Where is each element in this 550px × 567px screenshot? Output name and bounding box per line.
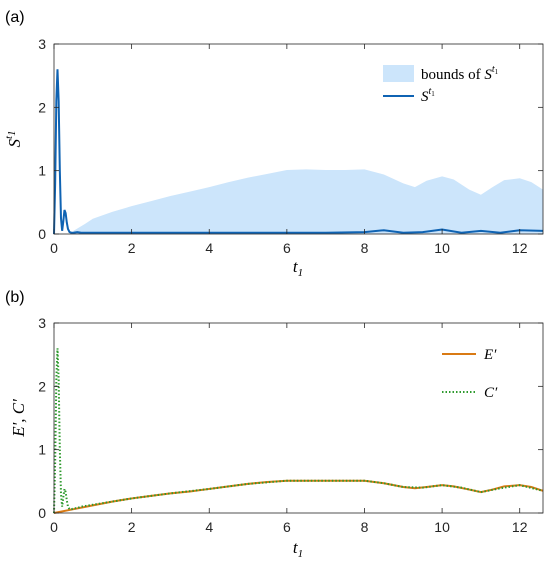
panel-a-y-axis-label: St1: [3, 130, 24, 147]
y-tick-label: 0: [38, 505, 46, 521]
x-tick-label: 6: [283, 519, 291, 535]
panel-b-label: (b): [5, 289, 25, 306]
legend-C-label: C′: [484, 385, 498, 401]
y-tick-label: 1: [38, 442, 46, 458]
y-tick-label: 3: [38, 315, 46, 331]
x-tick-label: 2: [128, 240, 136, 256]
C-prime-line: [53, 348, 544, 514]
legend-line-label: St1: [421, 86, 435, 105]
x-tick-label: 12: [512, 519, 528, 535]
legend-E-label: E′: [483, 347, 497, 363]
panel-b-y-ticks: 0 1 2 3: [38, 315, 543, 521]
x-tick-label: 12: [512, 240, 528, 256]
panel-b-x-axis-label: t1: [293, 538, 303, 560]
x-tick-label: 2: [128, 519, 136, 535]
panel-a-y-ticks: 0 1 2 3: [38, 36, 543, 242]
panel-a-x-ticks: 0 2 4 6 8 10 12: [50, 44, 528, 256]
panel-a-label: (a): [5, 9, 25, 26]
x-tick-label: 4: [205, 240, 213, 256]
x-tick-label: 0: [50, 519, 58, 535]
x-tick-label: 4: [205, 519, 213, 535]
panel-b-x-ticks: 0 2 4 6 8 10 12: [50, 323, 528, 535]
legend-bounds-swatch: [383, 65, 414, 82]
y-tick-label: 3: [38, 36, 46, 52]
x-tick-label: 6: [283, 240, 291, 256]
bounds-area: [73, 169, 544, 234]
S-t1-line: [53, 69, 544, 235]
panel-a-x-axis-label: t1: [293, 257, 303, 279]
x-tick-label: 0: [50, 240, 58, 256]
panel-a-legend: bounds of St1 St1: [383, 64, 499, 105]
y-tick-label: 2: [38, 99, 46, 115]
x-tick-label: 10: [434, 240, 450, 256]
panel-a-frame: [53, 43, 544, 235]
x-tick-label: 8: [361, 240, 369, 256]
x-tick-label: 8: [361, 519, 369, 535]
legend-bounds-label: bounds of St1: [421, 64, 499, 83]
panel-b-legend: E′ C′: [442, 347, 498, 401]
y-tick-label: 2: [38, 378, 46, 394]
panel-b-frame: [53, 322, 544, 514]
panel-b-y-axis-label: E', C': [9, 399, 28, 438]
x-tick-label: 10: [434, 519, 450, 535]
y-tick-label: 1: [38, 163, 46, 179]
y-tick-label: 0: [38, 226, 46, 242]
